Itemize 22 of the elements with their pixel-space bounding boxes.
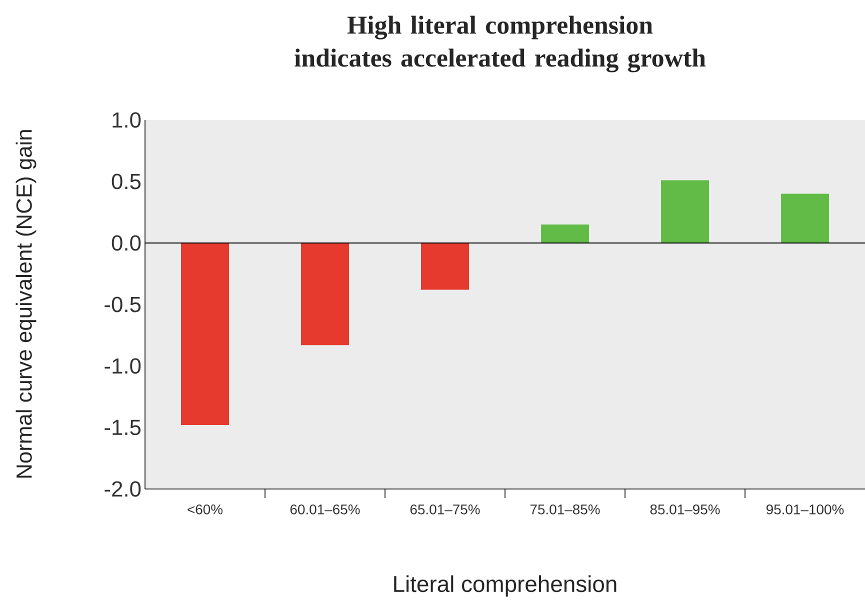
bar [301,242,350,346]
x-tick-label: <60% [188,504,223,514]
x-axis-title: Literal comprehension [394,575,616,597]
y-tick-label: -1.0 [104,358,141,374]
bar [541,224,590,243]
chart-title: High literal comprehension indicates accelerated reading growth [294,16,706,72]
x-tick-label: 75.01–85% [530,504,600,514]
y-tick-label: 1.0 [112,112,141,128]
y-tick-label: -1.5 [104,420,141,436]
bar [421,242,470,290]
y-tick-label: 0.5 [112,174,141,190]
bar [181,242,230,426]
x-tick-label: 95.01–100% [766,504,844,514]
y-tick-label: -0.5 [104,296,141,312]
x-tick-label: 60.01–65% [290,504,360,514]
x-tick-label: 85.01–95% [650,504,720,514]
y-axis-title: Normal curve equivalent (NCE) gain [16,130,36,478]
bar [661,180,710,243]
y-tick-label: -2.0 [104,481,141,497]
x-tick-label: 65.01–75% [410,504,480,514]
bar [781,194,830,243]
y-tick-label: 0.0 [112,235,141,251]
